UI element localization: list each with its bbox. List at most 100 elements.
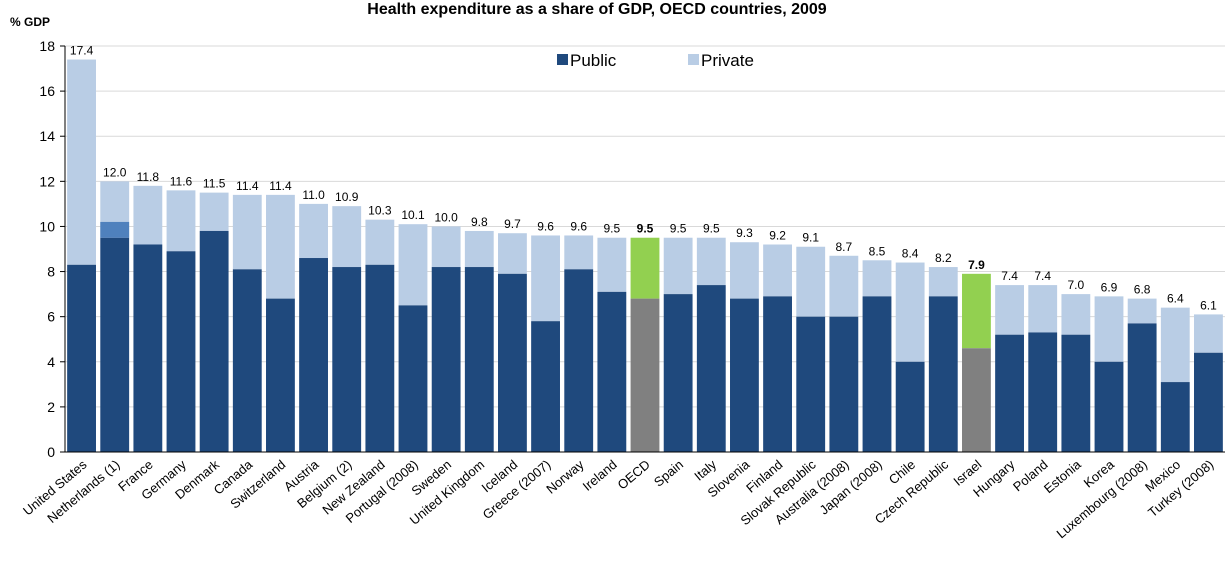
value-label: 7.9 (968, 258, 985, 272)
bar-private (564, 235, 594, 270)
value-label: 9.7 (504, 217, 521, 231)
bar-public (266, 298, 295, 452)
bar-private (266, 194, 295, 299)
bar-private (862, 260, 892, 297)
value-label: 8.5 (869, 244, 886, 258)
bar-public (1160, 382, 1190, 452)
bar-public (796, 316, 826, 452)
y-axis-label: % GDP (10, 15, 50, 29)
value-label: 8.4 (902, 247, 919, 261)
bar-private (464, 230, 494, 268)
bar-private (1061, 294, 1091, 335)
bar-private (928, 267, 958, 297)
bar-private (663, 237, 693, 295)
bar-public (829, 316, 859, 452)
value-label: 9.8 (471, 215, 488, 229)
bar-private (1127, 298, 1157, 324)
value-label: 7.4 (1034, 269, 1051, 283)
bar-private (696, 237, 726, 286)
bar-public (1094, 361, 1124, 452)
bar-private (398, 224, 428, 306)
bar-public (431, 267, 461, 452)
value-label: 9.5 (637, 222, 654, 236)
bar-public (630, 298, 660, 452)
value-label: 11.0 (302, 188, 325, 202)
bar-private (796, 246, 826, 317)
legend-label-public: Public (570, 51, 617, 70)
bar-private (498, 233, 527, 274)
value-label: 9.1 (802, 231, 819, 245)
y-tick-label: 14 (39, 128, 55, 144)
bar-public (1127, 323, 1157, 452)
value-label: 8.2 (935, 251, 952, 265)
bar-private (166, 190, 196, 252)
value-label: 11.4 (236, 179, 259, 193)
value-label: 9.2 (769, 228, 786, 242)
value-label: 9.5 (703, 222, 720, 236)
bar-private (597, 237, 627, 292)
value-label: 11.4 (269, 179, 292, 193)
legend: Public Private (557, 51, 754, 70)
bar-private (995, 285, 1024, 335)
value-label: 12.0 (103, 165, 127, 179)
bar-private (829, 255, 859, 317)
value-label: 9.5 (604, 222, 621, 236)
bar-private (67, 59, 96, 265)
bar-public (398, 305, 428, 452)
legend-swatch-private (688, 54, 699, 65)
bar-private (1194, 314, 1223, 353)
chart-title: Health expenditure as a share of GDP, OE… (367, 1, 827, 18)
bar-private (133, 185, 163, 245)
value-label: 6.4 (1167, 292, 1184, 306)
bar-private (1160, 307, 1190, 383)
value-label: 10.9 (335, 190, 359, 204)
bar-private (199, 192, 229, 231)
value-label: 11.5 (203, 177, 226, 191)
bar-private (730, 242, 759, 299)
bar-public (928, 296, 958, 452)
value-label: 9.5 (670, 222, 687, 236)
value-labels: 17.4 12.0 11.8 11.6 11.5 11.4 11.4 11.0 10.9 10.3… (70, 44, 1217, 313)
bar-public (1061, 334, 1091, 452)
value-label: 9.3 (736, 226, 753, 240)
bar-public (862, 296, 892, 452)
value-label: 17.4 (70, 44, 94, 58)
bar-public (597, 291, 627, 452)
value-label: 10.0 (434, 210, 458, 224)
category-label: OECD (615, 457, 653, 493)
legend-label-private: Private (701, 51, 754, 70)
legend-swatch-public (557, 54, 568, 65)
y-tick-label: 10 (39, 218, 55, 234)
bar-extra-segment (100, 221, 130, 238)
bar-public (1194, 352, 1223, 452)
y-tick-label: 4 (47, 354, 55, 370)
value-label: 9.6 (570, 219, 587, 233)
value-label: 10.3 (368, 204, 392, 218)
value-label: 7.0 (1068, 278, 1085, 292)
y-tick-label: 16 (39, 83, 55, 99)
bars (67, 59, 1223, 452)
bar-private (962, 273, 991, 349)
bar-public (995, 334, 1024, 452)
bar-private (1094, 296, 1124, 362)
y-tick-label: 8 (47, 264, 55, 280)
bar-private (531, 235, 560, 322)
y-tick-label: 0 (47, 444, 55, 460)
bar-public (100, 237, 130, 452)
y-tick-label: 2 (47, 399, 55, 415)
bar-public (730, 298, 759, 452)
bar-private (630, 237, 660, 299)
value-label: 10.1 (401, 208, 425, 222)
bar-public (464, 267, 494, 452)
value-label: 6.1 (1200, 298, 1217, 312)
bar-public (531, 321, 560, 452)
bar-public (299, 258, 328, 452)
value-label: 8.7 (836, 240, 853, 254)
category-label: Ireland (580, 457, 620, 494)
category-label: Estonia (1041, 456, 1084, 496)
value-label: 6.9 (1101, 280, 1118, 294)
bar-private (763, 244, 792, 297)
bar-public (696, 285, 726, 452)
